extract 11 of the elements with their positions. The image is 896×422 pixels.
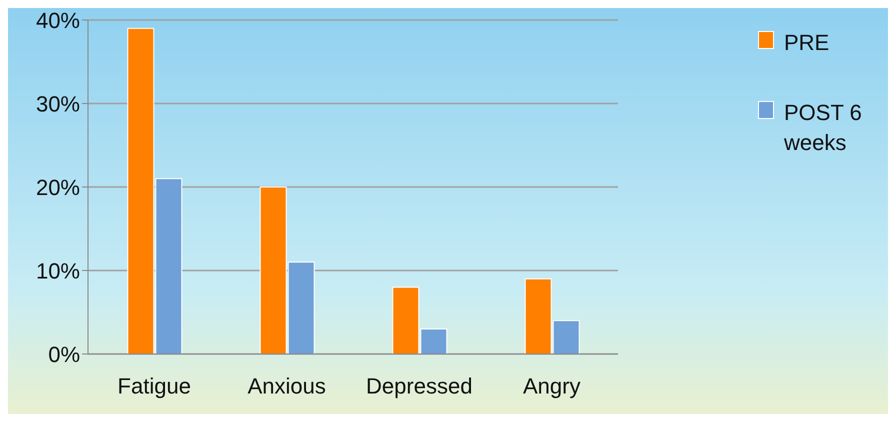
y-tick-label: 30%	[36, 91, 80, 116]
x-tick-label: Fatigue	[118, 374, 191, 399]
legend-label: POST 6 weeks	[784, 99, 863, 157]
legend-label: PRE	[784, 29, 830, 57]
y-tick-label: 0%	[48, 342, 80, 367]
x-tick-label: Anxious	[248, 374, 326, 399]
y-tick-label: 40%	[36, 8, 80, 33]
y-tick-label: 20%	[36, 174, 80, 200]
x-tick-label: Depressed	[366, 374, 472, 399]
x-tick-label: Angry	[523, 374, 580, 399]
y-tick-label: 10%	[36, 258, 80, 284]
